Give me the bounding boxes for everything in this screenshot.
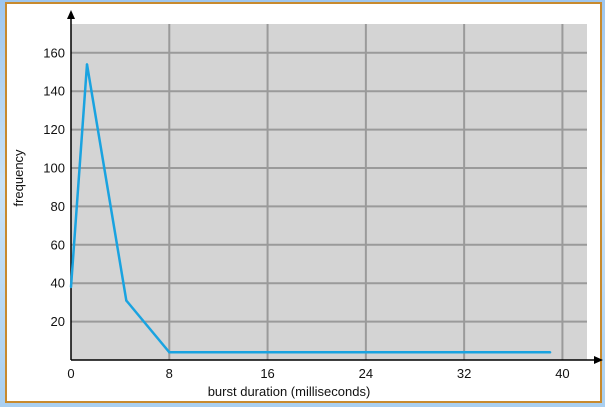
y-axis-title: frequency: [11, 149, 26, 207]
x-tick-label: 0: [67, 366, 74, 381]
x-axis-title: burst duration (milliseconds): [208, 384, 371, 399]
y-tick-label: 40: [51, 276, 65, 291]
axes: [67, 10, 603, 364]
data-point: [125, 299, 128, 302]
y-tick-label: 120: [43, 122, 65, 137]
series-lines: [69, 63, 552, 354]
y-axis-arrow: [67, 10, 75, 19]
x-axis-arrow: [594, 356, 603, 364]
y-tick-label: 100: [43, 161, 65, 176]
y-tick-label: 160: [43, 45, 65, 60]
tick-labels: 0 8 16 24 32 40 20 40 60 80 100 120 140 160: [43, 45, 569, 381]
data-point: [85, 63, 89, 66]
data-point: [69, 285, 73, 289]
x-tick-label: 16: [260, 366, 274, 381]
x-tick-label: 32: [457, 366, 471, 381]
grid-lines: [71, 24, 587, 360]
x-tick-label: 8: [166, 366, 173, 381]
y-tick-label: 140: [43, 84, 65, 99]
x-tick-label: 40: [555, 366, 569, 381]
data-point: [168, 351, 171, 354]
y-tick-label: 80: [51, 199, 65, 214]
y-tick-label: 60: [51, 237, 65, 252]
plot-area: [71, 24, 587, 360]
x-tick-label: 24: [359, 366, 373, 381]
y-tick-label: 20: [51, 314, 65, 329]
data-point: [548, 351, 552, 354]
